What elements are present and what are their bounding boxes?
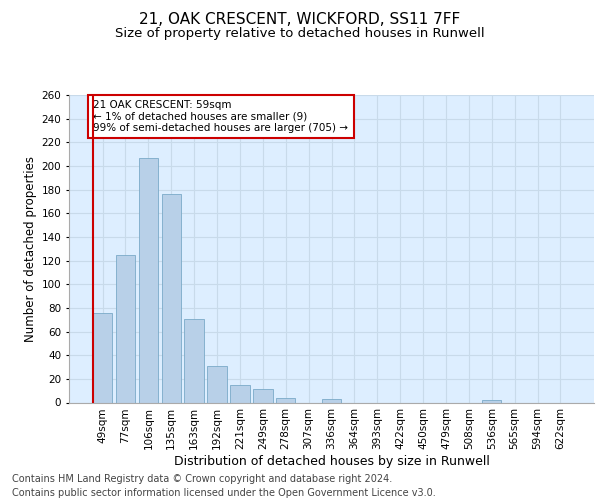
Bar — [93, 312, 112, 402]
Text: Size of property relative to detached houses in Runwell: Size of property relative to detached ho… — [115, 28, 485, 40]
Bar — [322, 399, 341, 402]
Bar — [276, 398, 295, 402]
Bar — [139, 158, 158, 402]
Bar — [253, 390, 272, 402]
Text: 21, OAK CRESCENT, WICKFORD, SS11 7FF: 21, OAK CRESCENT, WICKFORD, SS11 7FF — [139, 12, 461, 28]
X-axis label: Distribution of detached houses by size in Runwell: Distribution of detached houses by size … — [173, 455, 490, 468]
Text: Contains HM Land Registry data © Crown copyright and database right 2024.
Contai: Contains HM Land Registry data © Crown c… — [12, 474, 436, 498]
Bar — [482, 400, 502, 402]
Bar — [116, 254, 135, 402]
Bar — [230, 385, 250, 402]
Bar — [161, 194, 181, 402]
Bar — [184, 318, 204, 402]
Y-axis label: Number of detached properties: Number of detached properties — [25, 156, 37, 342]
Text: 21 OAK CRESCENT: 59sqm
← 1% of detached houses are smaller (9)
99% of semi-detac: 21 OAK CRESCENT: 59sqm ← 1% of detached … — [94, 100, 349, 133]
Bar — [208, 366, 227, 403]
